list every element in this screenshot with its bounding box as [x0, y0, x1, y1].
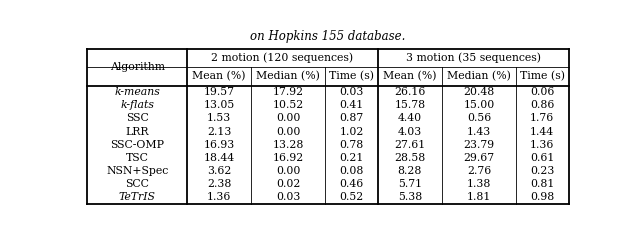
Text: 17.92: 17.92	[273, 87, 304, 97]
Text: 1.44: 1.44	[530, 127, 554, 136]
Text: 15.00: 15.00	[463, 100, 495, 110]
Text: 1.36: 1.36	[530, 140, 554, 150]
Text: TSC: TSC	[126, 153, 148, 163]
Text: 1.36: 1.36	[207, 192, 231, 202]
Text: 3.62: 3.62	[207, 166, 231, 176]
Text: SSC: SSC	[126, 113, 148, 123]
Text: 0.08: 0.08	[339, 166, 364, 176]
Text: 18.44: 18.44	[204, 153, 235, 163]
Text: 0.81: 0.81	[530, 179, 554, 189]
Text: 0.46: 0.46	[339, 179, 364, 189]
Text: 23.79: 23.79	[463, 140, 495, 150]
Text: Algorithm: Algorithm	[109, 62, 164, 72]
Text: 3 motion (35 sequences): 3 motion (35 sequences)	[406, 53, 541, 63]
Text: 0.52: 0.52	[339, 192, 364, 202]
Text: on Hopkins 155 database.: on Hopkins 155 database.	[250, 30, 406, 43]
Text: 16.93: 16.93	[204, 140, 235, 150]
Text: 0.87: 0.87	[339, 113, 364, 123]
Text: Mean (%): Mean (%)	[193, 71, 246, 81]
Text: 5.38: 5.38	[398, 192, 422, 202]
Text: 16.92: 16.92	[273, 153, 304, 163]
Text: 1.43: 1.43	[467, 127, 491, 136]
Text: SSC-OMP: SSC-OMP	[110, 140, 164, 150]
Text: 0.56: 0.56	[467, 113, 491, 123]
Text: 26.16: 26.16	[394, 87, 426, 97]
Text: 1.81: 1.81	[467, 192, 491, 202]
Text: 27.61: 27.61	[394, 140, 426, 150]
Text: 0.03: 0.03	[276, 192, 300, 202]
Text: 0.86: 0.86	[530, 100, 554, 110]
Text: 20.48: 20.48	[463, 87, 495, 97]
Text: 5.71: 5.71	[398, 179, 422, 189]
Text: TeTrIS: TeTrIS	[119, 192, 156, 202]
Text: 28.58: 28.58	[394, 153, 426, 163]
Text: 4.40: 4.40	[398, 113, 422, 123]
Text: 1.38: 1.38	[467, 179, 491, 189]
Text: 2.13: 2.13	[207, 127, 231, 136]
Text: 0.98: 0.98	[530, 192, 554, 202]
Text: 0.41: 0.41	[339, 100, 364, 110]
Text: 1.53: 1.53	[207, 113, 231, 123]
Text: Median (%): Median (%)	[447, 71, 511, 81]
Text: SCC: SCC	[125, 179, 149, 189]
Text: 13.05: 13.05	[204, 100, 235, 110]
Text: 10.52: 10.52	[273, 100, 304, 110]
Text: 0.03: 0.03	[339, 87, 364, 97]
Text: k-means: k-means	[115, 87, 160, 97]
Text: Mean (%): Mean (%)	[383, 71, 436, 81]
Text: Median (%): Median (%)	[256, 71, 320, 81]
Text: 15.78: 15.78	[394, 100, 426, 110]
Text: 0.23: 0.23	[530, 166, 554, 176]
Text: 4.03: 4.03	[398, 127, 422, 136]
Text: 29.67: 29.67	[463, 153, 495, 163]
Text: NSN+Spec: NSN+Spec	[106, 166, 168, 176]
Text: 0.00: 0.00	[276, 113, 300, 123]
Text: 0.21: 0.21	[339, 153, 364, 163]
Text: 2.76: 2.76	[467, 166, 491, 176]
Text: 0.06: 0.06	[530, 87, 554, 97]
Text: Time (s): Time (s)	[329, 71, 374, 81]
Text: LRR: LRR	[125, 127, 149, 136]
Text: k-flats: k-flats	[120, 100, 154, 110]
Text: 0.00: 0.00	[276, 166, 300, 176]
Text: 1.76: 1.76	[530, 113, 554, 123]
Text: 0.00: 0.00	[276, 127, 300, 136]
Text: 13.28: 13.28	[273, 140, 304, 150]
Text: 0.78: 0.78	[339, 140, 364, 150]
Text: 0.02: 0.02	[276, 179, 300, 189]
Text: 19.57: 19.57	[204, 87, 235, 97]
Text: Time (s): Time (s)	[520, 71, 564, 81]
Text: 1.02: 1.02	[339, 127, 364, 136]
Text: 2.38: 2.38	[207, 179, 231, 189]
Text: 2 motion (120 sequences): 2 motion (120 sequences)	[211, 53, 353, 63]
Text: 8.28: 8.28	[397, 166, 422, 176]
Text: 0.61: 0.61	[530, 153, 554, 163]
